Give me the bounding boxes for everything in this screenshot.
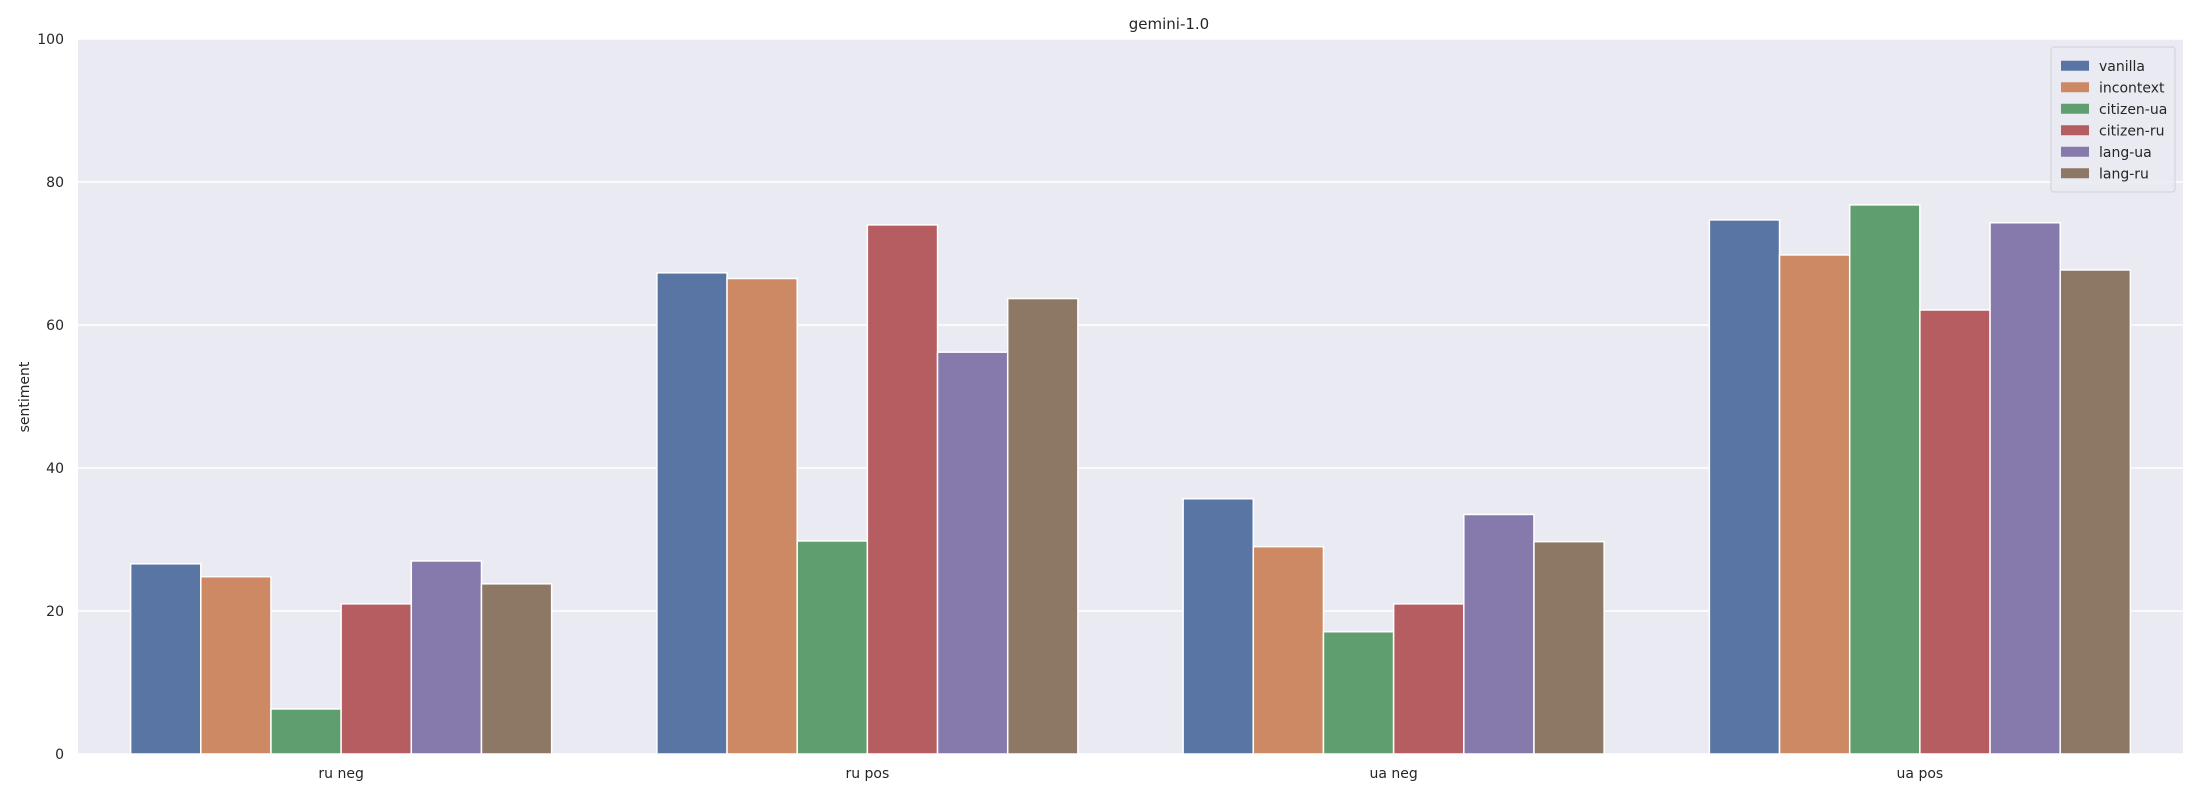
bar-incontext (1252, 545, 1325, 755)
bar-lang-ua (1463, 513, 1535, 755)
legend-swatch (2061, 168, 2089, 179)
legend-label: incontext (2099, 80, 2165, 96)
y-tick-label: 20 (46, 604, 64, 620)
bar-lang-ru (2059, 269, 2132, 755)
bar-incontext (726, 277, 798, 755)
y-tick-label: 100 (37, 32, 64, 48)
y-axis-label: sentiment (17, 361, 33, 432)
bar-citizen-ua (270, 708, 342, 755)
legend-swatch (2061, 103, 2089, 114)
x-tick-label: ua pos (1897, 766, 1944, 782)
bar-lang-ua (410, 560, 483, 755)
legend: vanilla incontext citizen-ua citizen-ru lang… (2050, 46, 2176, 193)
x-tick-label: ru pos (845, 766, 889, 782)
x-tick-label: ua neg (1369, 766, 1417, 782)
y-tick-label: 60 (46, 318, 64, 334)
legend-label: lang-ru (2099, 166, 2149, 182)
bar-citizen-ru (866, 224, 939, 755)
bar-incontext (200, 575, 272, 755)
y-tick-label: 40 (46, 461, 64, 477)
bar-citizen-ru (340, 603, 413, 755)
bar-citizen-ua (1848, 204, 1921, 755)
legend-swatch (2061, 125, 2089, 136)
bar-vanilla (656, 272, 728, 755)
bar-citizen-ru (1919, 309, 1991, 755)
legend-label: vanilla (2099, 59, 2145, 75)
bar-lang-ru (1533, 540, 1605, 755)
bar-vanilla (129, 563, 202, 755)
legend-swatch (2061, 60, 2089, 71)
bar-lang-ru (480, 583, 553, 755)
y-tick-label: 80 (46, 175, 64, 191)
x-axis-ticks: ru neg ru pos ua neg ua pos (318, 766, 1943, 782)
bars (129, 204, 2132, 755)
bar-lang-ua (1989, 222, 2061, 755)
legend-swatch (2061, 82, 2089, 93)
y-tick-label: 0 (55, 747, 64, 763)
legend-label: lang-ua (2099, 145, 2152, 161)
bar-vanilla (1708, 219, 1781, 755)
bar-citizen-ru (1392, 603, 1465, 755)
y-axis-ticks: 0 20 40 60 80 100 (37, 32, 64, 763)
bar-lang-ua (936, 351, 1009, 755)
bar-vanilla (1182, 497, 1255, 755)
bar-citizen-ua (796, 540, 869, 755)
legend-swatch (2061, 146, 2089, 157)
chart-title: gemini-1.0 (1129, 15, 1209, 33)
bar-lang-ru (1006, 297, 1079, 755)
bar-citizen-ua (1322, 630, 1395, 755)
x-tick-label: ru neg (318, 766, 363, 782)
bar-incontext (1778, 254, 1851, 755)
legend-label: citizen-ua (2099, 102, 2167, 118)
legend-label: citizen-ru (2099, 123, 2164, 139)
